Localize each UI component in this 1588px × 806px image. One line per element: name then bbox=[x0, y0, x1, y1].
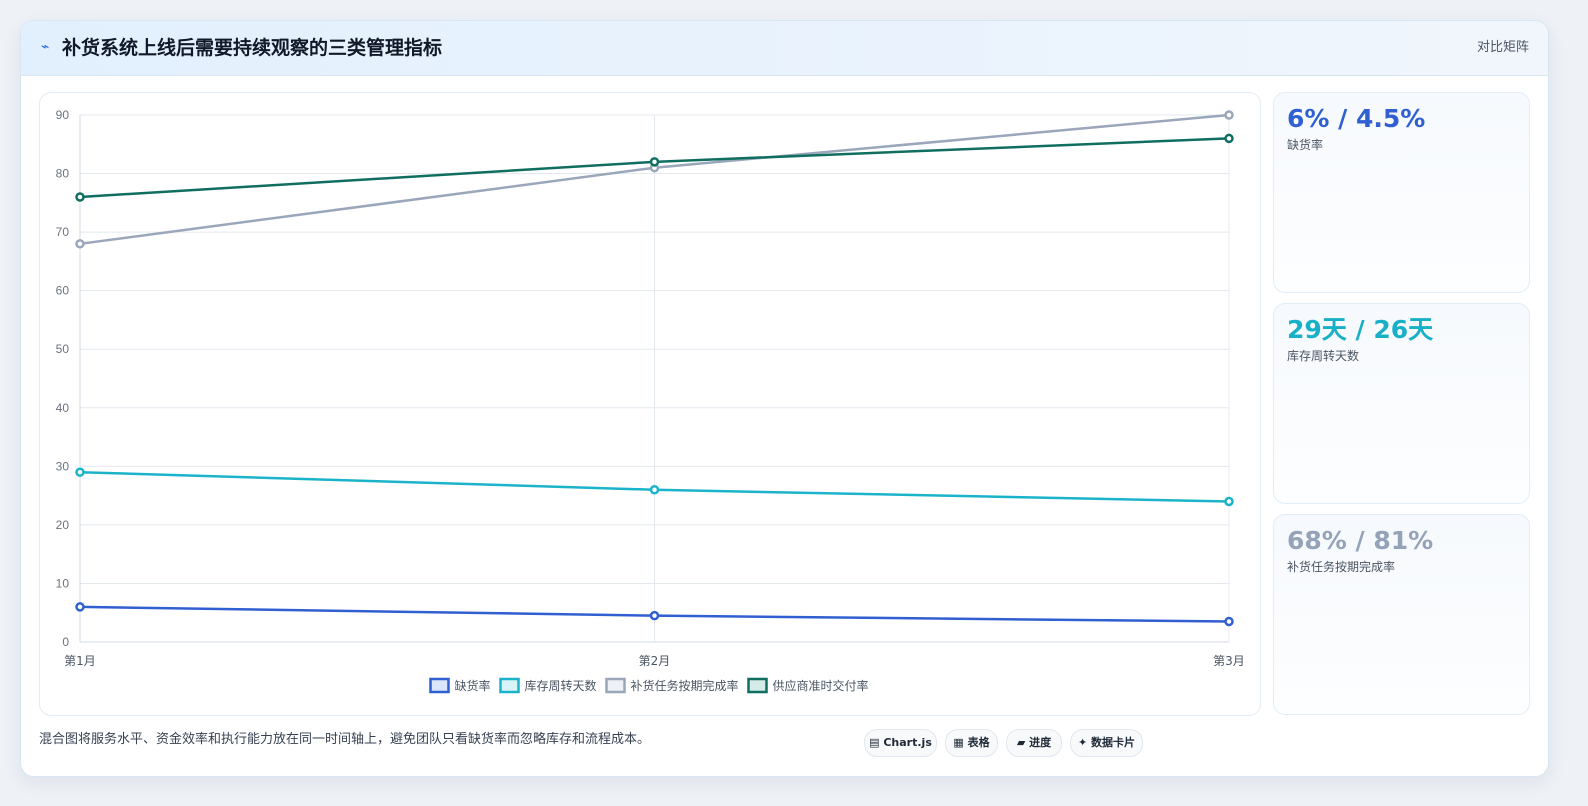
kpi-label: 缺货率 bbox=[1287, 138, 1324, 152]
data-point bbox=[649, 485, 660, 495]
data-point bbox=[75, 239, 85, 249]
legend-swatch bbox=[429, 677, 450, 694]
data-point bbox=[1224, 110, 1234, 120]
tag-label: 数据卡片 bbox=[1091, 736, 1136, 749]
y-tick-label: 90 bbox=[56, 108, 70, 122]
progress-icon: ▰ bbox=[1016, 736, 1026, 749]
y-tick-label: 20 bbox=[56, 518, 70, 532]
x-tick-label: 第1月 bbox=[64, 654, 96, 668]
dashboard-card: ⌁ 补货系统上线后需要持续观察的三类管理指标 对比矩阵 0 10 20 30 40 50 6… bbox=[20, 20, 1549, 777]
tag-progress[interactable]: ▰ 进度 bbox=[1006, 729, 1062, 757]
y-tick-label: 80 bbox=[56, 167, 70, 181]
data-point bbox=[1224, 496, 1234, 507]
data-point bbox=[649, 157, 660, 167]
sparkle-icon: ✦ bbox=[1077, 736, 1088, 749]
legend-swatch bbox=[499, 677, 520, 694]
data-point bbox=[649, 610, 660, 621]
y-tick-label: 0 bbox=[62, 635, 69, 649]
data-point bbox=[75, 467, 85, 477]
legend-swatch bbox=[747, 677, 768, 694]
footer-note: 混合图将服务水平、资金效率和执行能力放在同一时间轴上，避免团队只看缺货率而忽略库… bbox=[39, 732, 651, 747]
table-icon: ▦ bbox=[953, 736, 964, 749]
kpi-card-turnover: 29天 / 26天 库存周转天数 bbox=[1273, 303, 1530, 504]
tag-label: 表格 bbox=[967, 736, 990, 749]
tag-chartjs[interactable]: ▤ Chart.js bbox=[864, 729, 937, 757]
tag-label: 进度 bbox=[1029, 736, 1052, 749]
kpi-card-stockout: 6% / 4.5% 缺货率 bbox=[1273, 92, 1530, 293]
x-tick-label: 第3月 bbox=[1213, 654, 1245, 668]
chart-icon: ▤ bbox=[869, 736, 880, 749]
y-tick-label: 70 bbox=[56, 225, 70, 239]
data-point bbox=[75, 192, 85, 202]
card-header: ⌁ 补货系统上线后需要持续观察的三类管理指标 对比矩阵 bbox=[21, 21, 1548, 76]
legend-label: 缺货率 bbox=[455, 678, 491, 693]
kpi-label: 库存周转天数 bbox=[1287, 349, 1360, 363]
data-point bbox=[1224, 133, 1234, 144]
chart-panel: 0 10 20 30 40 50 60 70 80 90 第1月 第2月 第3月缺货率 库存周转天数 补货任… bbox=[39, 92, 1261, 716]
legend-swatch bbox=[605, 677, 626, 694]
legend-label: 补货任务按期完成率 bbox=[631, 678, 739, 693]
kpi-label: 补货任务按期完成率 bbox=[1287, 560, 1396, 574]
legend-label: 供应商准时交付率 bbox=[773, 678, 869, 693]
y-tick-label: 50 bbox=[56, 342, 70, 356]
tag-data-card[interactable]: ✦ 数据卡片 bbox=[1070, 729, 1143, 757]
y-tick-label: 60 bbox=[56, 284, 70, 298]
kpi-value: 68% / 81% bbox=[1287, 526, 1434, 555]
view-tag[interactable]: 对比矩阵 bbox=[1476, 40, 1529, 55]
legend-label: 库存周转天数 bbox=[525, 678, 597, 693]
y-tick-label: 10 bbox=[56, 576, 70, 590]
kpi-value: 29天 / 26天 bbox=[1287, 315, 1434, 344]
kpi-value: 6% / 4.5% bbox=[1287, 104, 1426, 133]
data-point bbox=[1224, 616, 1234, 627]
x-tick-label: 第2月 bbox=[639, 654, 671, 668]
kpi-card-completion: 68% / 81% 补货任务按期完成率 bbox=[1273, 514, 1530, 715]
tag-table[interactable]: ▦ 表格 bbox=[945, 729, 998, 757]
lightning-icon: ⌁ bbox=[41, 39, 50, 55]
y-tick-label: 30 bbox=[56, 459, 70, 473]
page-title: 补货系统上线后需要持续观察的三类管理指标 bbox=[62, 37, 443, 59]
y-tick-label: 40 bbox=[56, 401, 70, 415]
tag-label: Chart.js bbox=[883, 736, 932, 749]
data-point bbox=[75, 602, 85, 612]
